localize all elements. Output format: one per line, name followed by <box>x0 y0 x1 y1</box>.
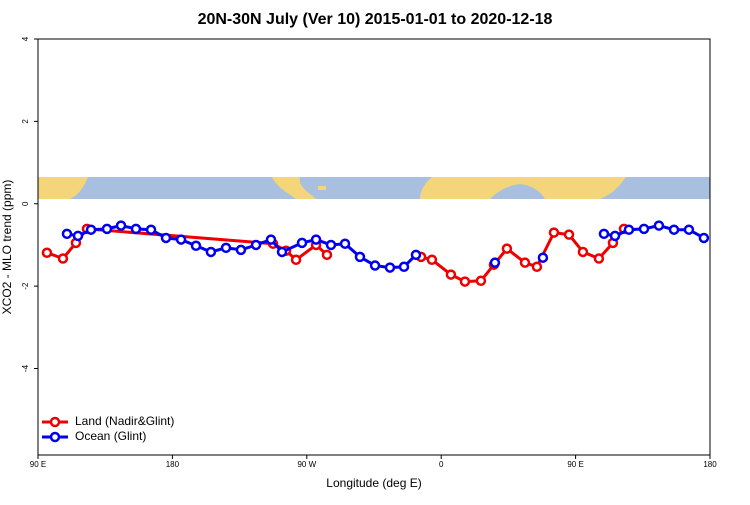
series-marker <box>354 251 366 263</box>
series-marker <box>445 269 457 280</box>
series-marker <box>537 252 549 263</box>
series-marker <box>325 239 337 251</box>
series-marker <box>115 220 127 231</box>
series-marker <box>563 229 575 240</box>
series-marker <box>519 257 531 268</box>
series-marker <box>175 234 187 245</box>
x-tick-label: 90 E <box>30 460 46 469</box>
series-marker <box>290 254 302 266</box>
series-marker <box>668 224 680 235</box>
series-marker <box>85 224 97 235</box>
series-marker <box>426 254 438 266</box>
series-marker <box>653 220 665 231</box>
series-marker <box>321 249 333 261</box>
series-marker <box>235 244 247 256</box>
series-marker <box>410 249 422 261</box>
series-marker <box>310 234 322 245</box>
legend-label: Land (Nadir&Glint) <box>75 414 174 428</box>
series-marker <box>276 246 288 258</box>
y-tick-label: 4 <box>21 36 30 41</box>
series-marker <box>41 247 53 259</box>
series-marker <box>190 240 202 252</box>
series-marker <box>250 239 262 251</box>
series-marker <box>220 242 232 254</box>
series-marker <box>339 238 351 249</box>
y-tick-label: -2 <box>21 282 30 290</box>
series-marker <box>609 230 621 242</box>
y-tick-label: -4 <box>21 364 30 372</box>
series-marker <box>296 237 308 249</box>
y-tick-label: 0 <box>21 201 30 206</box>
series-marker <box>548 227 560 238</box>
x-tick-label: 90 E <box>567 460 583 469</box>
series-marker <box>623 224 635 235</box>
series-marker <box>130 223 142 235</box>
series-marker <box>683 224 695 235</box>
series-marker <box>577 246 589 258</box>
series-marker <box>57 253 69 264</box>
series-marker <box>265 234 277 245</box>
series-marker <box>531 261 543 273</box>
series-marker <box>698 232 710 244</box>
legend-marker <box>49 416 61 428</box>
legend-marker <box>49 431 61 443</box>
series-marker <box>72 230 84 242</box>
x-tick-label: 90 W <box>297 460 316 469</box>
series-marker <box>384 262 396 273</box>
series-marker <box>398 261 410 273</box>
x-tick-label: 180 <box>703 460 717 469</box>
y-axis-label: XCO2 - MLO trend (ppm) <box>0 180 14 315</box>
series-marker <box>145 224 157 235</box>
series-marker <box>61 228 73 240</box>
series-marker <box>475 275 487 287</box>
series-marker <box>101 223 113 235</box>
y-tick-label: 2 <box>21 119 30 124</box>
legend-label: Ocean (Glint) <box>75 429 146 443</box>
plot-frame <box>37 38 711 456</box>
series-marker <box>459 276 471 287</box>
series-marker <box>598 228 610 240</box>
x-tick-label: 180 <box>166 460 180 469</box>
x-tick-label: 0 <box>439 460 444 469</box>
series-marker <box>638 223 650 235</box>
series-marker <box>205 246 217 258</box>
series-marker <box>501 243 513 254</box>
chart-title: 20N-30N July (Ver 10) 2015-01-01 to 2020… <box>198 11 553 28</box>
x-axis-label: Longitude (deg E) <box>326 476 421 490</box>
map-strip <box>38 177 710 199</box>
series-marker <box>489 257 501 268</box>
series-marker <box>160 232 172 244</box>
series-marker <box>369 260 381 271</box>
series-marker <box>593 253 605 264</box>
